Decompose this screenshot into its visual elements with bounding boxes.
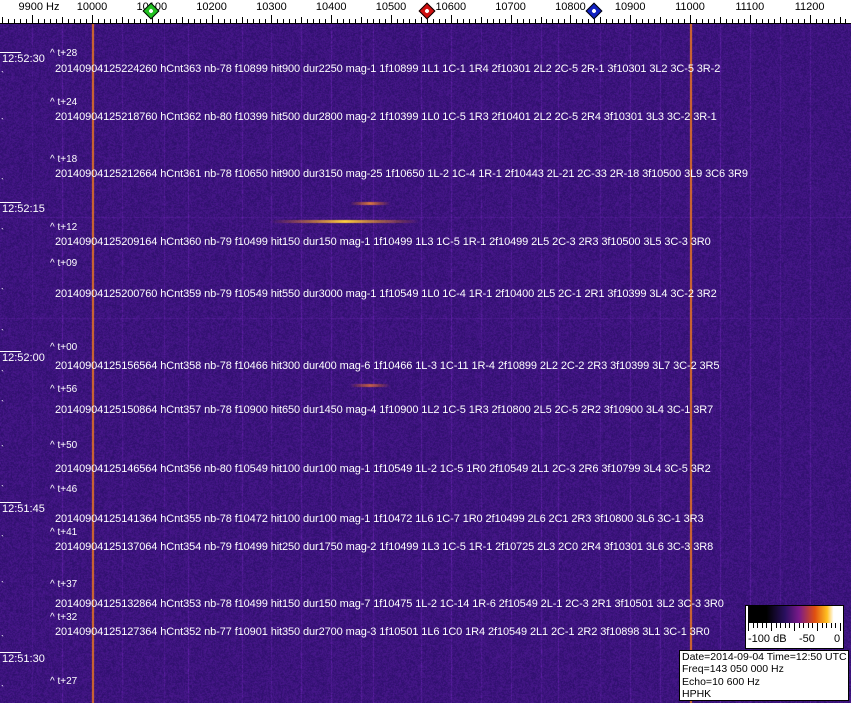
axis-ticks bbox=[0, 15, 851, 24]
frequency: Freq=143 050 000 Hz bbox=[682, 663, 784, 676]
row-tick: ` bbox=[1, 369, 4, 379]
time-offset-label: ^ t+50 bbox=[50, 440, 78, 451]
time-offset-label: ^ t+27 bbox=[50, 676, 78, 687]
row-tick: ` bbox=[1, 227, 4, 237]
row-tick: ` bbox=[1, 177, 4, 187]
detection-record: 20140904125200760 hCnt359 nb-79 f10549 h… bbox=[55, 288, 717, 300]
time-marker-line bbox=[0, 652, 21, 653]
time-offset-label: ^ t+41 bbox=[50, 527, 78, 538]
time-offset-label: ^ t+18 bbox=[50, 154, 78, 165]
time-label: 12:51:30 bbox=[2, 653, 45, 665]
echo-frequency: Echo=10 600 Hz bbox=[682, 675, 760, 688]
detection-record: 20140904125150864 hCnt357 nb-78 f10900 h… bbox=[55, 404, 714, 416]
axis-tick-label: 10700 bbox=[495, 1, 526, 13]
detection-record: 20140904125156564 hCnt358 nb-78 f10466 h… bbox=[55, 360, 720, 372]
time-offset-label: ^ t+56 bbox=[50, 384, 78, 395]
axis-tick-label: 10200 bbox=[196, 1, 227, 13]
axis-tick-label: 10600 bbox=[435, 1, 467, 13]
row-tick: ` bbox=[1, 117, 4, 127]
row-tick: ` bbox=[1, 328, 4, 338]
axis-tick-label: 10400 bbox=[315, 1, 347, 13]
date-time: Date=2014-09-04 Time=12:50 UTC bbox=[682, 651, 847, 663]
detection-record: 20140904125224260 hCnt363 nb-78 f10899 h… bbox=[55, 63, 721, 75]
color-gradient bbox=[748, 606, 841, 623]
axis-tick-label: 10800 bbox=[555, 1, 586, 13]
info-panel: Date=2014-09-04 Time=12:50 UTC Freq=143 … bbox=[679, 650, 849, 701]
detection-record: 20140904125218760 hCnt362 nb-80 f10399 h… bbox=[55, 111, 717, 123]
time-label: 12:51:45 bbox=[2, 503, 45, 515]
row-tick: ` bbox=[1, 287, 4, 297]
axis-tick-label: 10000 bbox=[76, 1, 108, 13]
axis-tick-label: 11000 bbox=[675, 1, 705, 13]
axis-tick-label: 11100 bbox=[735, 1, 765, 13]
row-tick: ` bbox=[1, 580, 4, 590]
time-offset-label: ^ t+37 bbox=[50, 579, 78, 590]
row-tick: ` bbox=[1, 684, 4, 694]
detection-record: 20140904125146564 hCnt356 nb-80 f10549 h… bbox=[55, 463, 711, 475]
time-offset-label: ^ t+09 bbox=[50, 258, 78, 269]
detection-record: 20140904125127364 hCnt352 nb-77 f10901 h… bbox=[55, 626, 710, 638]
time-marker-line bbox=[0, 52, 21, 53]
row-tick: ` bbox=[1, 444, 4, 454]
time-offset-label: ^ t+32 bbox=[50, 612, 78, 623]
detection-record: 20140904125141364 hCnt355 nb-78 f10472 h… bbox=[55, 513, 704, 525]
scale-label-min: -100 dB bbox=[748, 633, 787, 645]
time-offset-label: ^ t+46 bbox=[50, 484, 78, 495]
row-tick: ` bbox=[1, 399, 4, 409]
detection-record: 20140904125212664 hCnt361 nb-78 f10650 h… bbox=[55, 168, 748, 180]
row-tick: ` bbox=[1, 70, 4, 80]
time-offset-label: ^ t+28 bbox=[50, 48, 78, 59]
detection-record: 20140904125132864 hCnt353 nb-78 f10499 h… bbox=[55, 598, 724, 610]
time-marker-line bbox=[0, 502, 21, 503]
color-scale-legend: -100 dB -50 0 bbox=[745, 605, 844, 649]
axis-tick-label: 10900 bbox=[614, 1, 646, 13]
detection-record: 20140904125209164 hCnt360 nb-79 f10499 h… bbox=[55, 236, 711, 248]
time-marker-line bbox=[0, 202, 21, 203]
row-tick: ` bbox=[1, 634, 4, 644]
row-tick: ` bbox=[1, 484, 4, 494]
time-label: 12:52:30 bbox=[2, 53, 45, 65]
color-scale-ticks bbox=[748, 623, 841, 631]
time-offset-label: ^ t+00 bbox=[50, 342, 78, 353]
axis-tick-label: 10300 bbox=[256, 1, 287, 13]
row-tick: ` bbox=[1, 534, 4, 544]
scale-label-max: 0 bbox=[834, 633, 841, 645]
station: HPHK bbox=[682, 688, 712, 701]
detection-record: 20140904125137064 hCnt354 nb-79 f10499 h… bbox=[55, 541, 714, 553]
axis-tick-label: 10500 bbox=[375, 1, 407, 13]
time-label: 12:52:15 bbox=[2, 203, 45, 215]
spectrogram-waterfall[interactable] bbox=[0, 24, 851, 703]
time-offset-label: ^ t+24 bbox=[50, 97, 78, 108]
scale-label-mid: -50 bbox=[799, 633, 815, 645]
time-offset-label: ^ t+12 bbox=[50, 222, 78, 233]
time-marker-line bbox=[0, 351, 21, 352]
time-label: 12:52:00 bbox=[2, 352, 45, 364]
frequency-axis: 9900 Hz 10000101001020010300104001050010… bbox=[0, 0, 851, 24]
axis-tick-label: 11200 bbox=[794, 1, 825, 13]
axis-unit-label: 9900 Hz bbox=[18, 1, 60, 13]
